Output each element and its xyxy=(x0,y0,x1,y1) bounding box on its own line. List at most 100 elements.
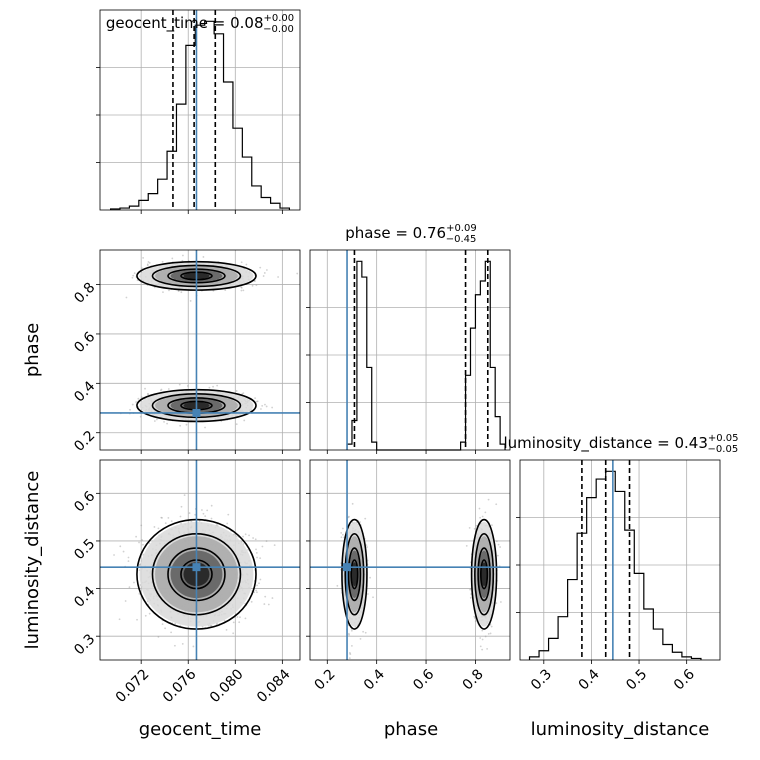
sample-point xyxy=(255,284,258,287)
sample-point xyxy=(192,645,195,648)
sample-point xyxy=(148,612,151,615)
sample-point xyxy=(141,539,144,541)
sample-point xyxy=(256,556,258,559)
sample-point xyxy=(484,511,487,514)
xaxis-label-phase: phase xyxy=(384,719,438,740)
sample-point xyxy=(140,396,143,399)
contour-2-1-1-1 xyxy=(474,533,495,616)
sample-point xyxy=(481,638,484,641)
sample-point xyxy=(350,629,353,632)
sample-point xyxy=(147,393,150,396)
sample-point xyxy=(235,390,238,392)
xtick-label-luminosity_distance: 0.5 xyxy=(623,666,650,693)
panel-frame-2-0 xyxy=(99,459,301,661)
sample-point xyxy=(153,420,156,422)
sample-point xyxy=(475,524,478,527)
sample-point xyxy=(348,633,350,636)
sample-point xyxy=(171,257,174,260)
sample-point xyxy=(225,628,228,631)
sample-point xyxy=(177,290,180,293)
sample-point xyxy=(161,260,164,263)
sample-point xyxy=(495,503,498,506)
sample-point xyxy=(202,512,205,515)
sample-point xyxy=(183,494,186,497)
sample-point xyxy=(127,556,130,559)
sample-point xyxy=(157,635,160,638)
sample-point xyxy=(178,383,181,386)
histogram-geocent_time xyxy=(109,20,291,210)
sample-point xyxy=(125,296,128,299)
sample-point xyxy=(366,546,369,548)
sample-point xyxy=(188,512,191,514)
sample-point xyxy=(167,516,170,519)
sample-point xyxy=(263,272,266,274)
sample-point xyxy=(131,403,134,406)
sample-point xyxy=(136,618,138,621)
sample-point xyxy=(242,289,245,292)
sample-point xyxy=(168,289,170,292)
sample-point xyxy=(242,392,245,394)
sample-point xyxy=(254,280,256,282)
sample-point xyxy=(139,415,142,418)
sample-point xyxy=(124,600,127,602)
sample-point xyxy=(489,632,492,635)
panel-title-luminosity_distance: luminosity_distance = 0.43+0.05 −0.05 xyxy=(503,433,738,455)
sample-point xyxy=(468,526,471,529)
sample-point xyxy=(226,522,229,525)
sample-point xyxy=(119,545,122,548)
sample-point xyxy=(128,586,131,589)
sample-point xyxy=(133,581,135,584)
sample-point xyxy=(487,632,490,635)
sample-point xyxy=(118,618,121,621)
ytick-label-phase: 0.4 xyxy=(71,378,98,405)
sample-point xyxy=(147,261,150,263)
sample-point xyxy=(160,388,163,391)
sample-point xyxy=(362,630,365,633)
sample-point xyxy=(255,548,257,551)
sample-point xyxy=(159,389,162,392)
xtick-label-geocent_time: 0.080 xyxy=(207,666,247,706)
sample-point xyxy=(198,519,201,522)
ytick-label-luminosity_distance: 0.5 xyxy=(71,536,98,563)
sample-point xyxy=(139,563,141,566)
sample-point xyxy=(131,276,134,279)
xaxis-label-geocent_time: geocent_time xyxy=(139,719,262,740)
contour-2-1-1-0 xyxy=(470,518,498,630)
sample-point xyxy=(167,388,170,390)
density-level-3 xyxy=(481,562,487,587)
panel-frame-2-1 xyxy=(309,459,511,661)
sample-point xyxy=(185,423,188,426)
ytick-label-luminosity_distance: 0.3 xyxy=(71,631,98,658)
sample-point xyxy=(267,603,270,606)
sample-point xyxy=(296,272,299,275)
sample-point xyxy=(142,257,145,259)
sample-point xyxy=(153,526,156,528)
sample-point xyxy=(138,541,140,544)
xtick-label-phase: 0.2 xyxy=(312,666,339,693)
sample-point xyxy=(273,544,276,547)
sample-point xyxy=(258,582,260,585)
xtick-label-phase: 0.4 xyxy=(361,666,388,693)
xtick-label-geocent_time: 0.076 xyxy=(160,666,200,706)
contour-2-1-0-1 xyxy=(344,533,365,616)
sample-point xyxy=(208,386,211,389)
sample-point xyxy=(164,522,167,525)
sample-point xyxy=(248,534,250,537)
sample-point xyxy=(252,537,254,539)
sample-point xyxy=(194,513,197,516)
sample-point xyxy=(135,535,138,538)
panel-frame-geocent_time xyxy=(99,9,301,211)
sample-point xyxy=(254,397,257,400)
sample-point xyxy=(240,286,243,289)
sample-point xyxy=(473,527,476,530)
sample-point xyxy=(342,527,344,530)
sample-point xyxy=(142,543,144,546)
sample-point xyxy=(263,603,266,605)
sample-point xyxy=(164,627,167,630)
xtick-label-geocent_time: 0.072 xyxy=(113,666,153,706)
sample-point xyxy=(148,261,151,264)
sample-point xyxy=(495,602,498,604)
contour-2-1-0-2 xyxy=(347,547,362,602)
sample-point xyxy=(491,524,493,526)
sample-point xyxy=(227,513,230,516)
